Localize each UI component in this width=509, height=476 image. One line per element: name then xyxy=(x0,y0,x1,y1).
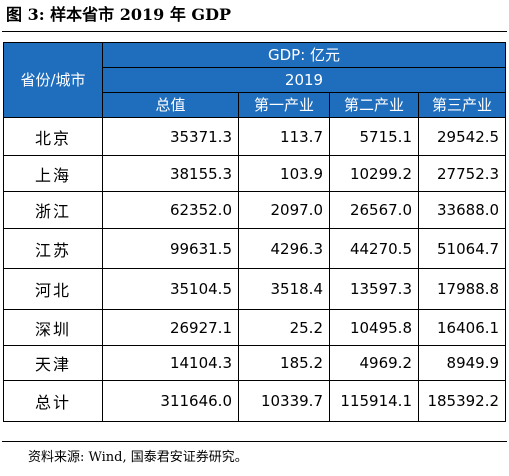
cell-primary: 2097.0 xyxy=(238,191,330,229)
row-name: 江苏 xyxy=(3,228,103,269)
row-name: 深圳 xyxy=(3,309,103,346)
cell-tertiary: 27752.3 xyxy=(417,155,507,192)
cell-total: 35104.5 xyxy=(102,268,239,310)
table-row: 江苏 99631.5 4296.3 44270.5 51064.7 xyxy=(3,228,507,269)
cell-secondary: 115914.1 xyxy=(329,380,419,422)
header-row-unit: 省份/城市 GDP: 亿元 xyxy=(3,42,507,118)
table-header: 省份/城市 GDP: 亿元 2019 总值 第一产业 第二产业 第三产业 xyxy=(3,42,507,118)
source-divider xyxy=(2,441,507,442)
cell-primary: 3518.4 xyxy=(238,268,330,310)
cell-tertiary: 16406.1 xyxy=(417,309,507,346)
cell-secondary: 44270.5 xyxy=(329,228,419,269)
table-body: 北京 35371.3 113.7 5715.1 29542.5 上海 38155… xyxy=(3,117,507,422)
source-note: 资料来源: Wind, 国泰君安证券研究。 xyxy=(28,450,248,465)
cell-total: 35371.3 xyxy=(102,117,239,156)
cell-primary: 185.2 xyxy=(238,345,330,381)
gdp-table: 省份/城市 GDP: 亿元 2019 总值 第一产业 第二产业 第三产业 北京 … xyxy=(3,42,507,422)
cell-tertiary: 17988.8 xyxy=(417,268,507,310)
cell-primary: 25.2 xyxy=(238,309,330,346)
cell-total: 311646.0 xyxy=(102,380,239,422)
table-row: 北京 35371.3 113.7 5715.1 29542.5 xyxy=(3,117,507,156)
cell-secondary: 10495.8 xyxy=(329,309,419,346)
cell-primary: 103.9 xyxy=(238,155,330,192)
header-primary: 第一产业 xyxy=(238,92,330,118)
header-total: 总值 xyxy=(102,92,239,118)
header-province: 省份/城市 xyxy=(3,42,103,118)
header-unit: GDP: 亿元 xyxy=(101,42,507,68)
table-row: 深圳 26927.1 25.2 10495.8 16406.1 xyxy=(3,309,507,346)
cell-primary: 4296.3 xyxy=(238,228,330,269)
cell-primary: 113.7 xyxy=(238,117,330,156)
header-row-year: 2019 xyxy=(4,67,507,93)
header-tertiary: 第三产业 xyxy=(417,92,507,118)
page-title: 图 3: 样本省市 2019 年 GDP xyxy=(6,5,231,24)
cell-secondary: 26567.0 xyxy=(329,191,419,229)
table-row: 天津 14104.3 185.2 4969.2 8949.9 xyxy=(3,345,507,381)
row-name: 河北 xyxy=(3,268,103,310)
cell-total: 14104.3 xyxy=(102,345,239,381)
table-row: 河北 35104.5 3518.4 13597.3 17988.8 xyxy=(3,268,507,310)
cell-tertiary: 33688.0 xyxy=(417,191,507,229)
table-row: 上海 38155.3 103.9 10299.2 27752.3 xyxy=(3,155,507,192)
cell-total: 26927.1 xyxy=(102,309,239,346)
cell-tertiary: 8949.9 xyxy=(417,345,507,381)
cell-secondary: 5715.1 xyxy=(329,117,419,156)
row-name: 天津 xyxy=(3,345,103,381)
title-divider xyxy=(2,31,507,32)
header-year: 2019 xyxy=(101,67,507,93)
row-name: 浙江 xyxy=(3,191,103,229)
cell-tertiary: 29542.5 xyxy=(417,117,507,156)
cell-total: 38155.3 xyxy=(102,155,239,192)
cell-tertiary: 51064.7 xyxy=(417,228,507,269)
header-row-columns: 总值 第一产业 第二产业 第三产业 xyxy=(4,92,507,118)
cell-secondary: 10299.2 xyxy=(329,155,419,192)
cell-total: 99631.5 xyxy=(102,228,239,269)
header-secondary: 第二产业 xyxy=(329,92,419,118)
cell-total: 62352.0 xyxy=(102,191,239,229)
table-row-total: 总计 311646.0 10339.7 115914.1 185392.2 xyxy=(3,380,507,422)
cell-tertiary: 185392.2 xyxy=(417,380,507,422)
row-name: 上海 xyxy=(3,155,103,192)
row-name: 北京 xyxy=(3,117,103,156)
cell-primary: 10339.7 xyxy=(238,380,330,422)
cell-secondary: 4969.2 xyxy=(329,345,419,381)
table-row: 浙江 62352.0 2097.0 26567.0 33688.0 xyxy=(3,191,507,229)
row-name: 总计 xyxy=(3,380,103,422)
cell-secondary: 13597.3 xyxy=(329,268,419,310)
